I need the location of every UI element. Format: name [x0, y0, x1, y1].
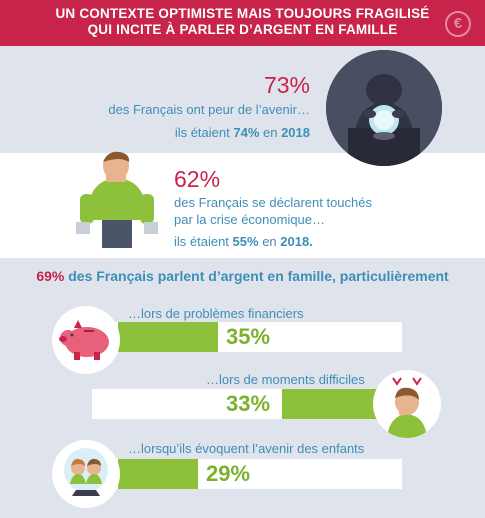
stat-crisis-line3-pre: ils étaient — [174, 234, 233, 249]
stat-fear-line2-pre: ils étaient — [174, 125, 234, 140]
stat-crisis-line3: ils étaient 55% en 2018. — [174, 233, 404, 250]
stat-crisis-line1: des Français se déclarent touchés — [174, 195, 372, 210]
worried-person-icon — [373, 370, 441, 438]
family-stat-heading: 69% des Français parlent d’argent en fam… — [0, 268, 485, 284]
stat-crisis-pct: 62% — [174, 166, 221, 192]
family-stat-pct: 69% — [36, 268, 65, 284]
children-crystal-ball-icon — [52, 440, 120, 508]
stat-fear-prev-pct: 74% — [233, 125, 260, 140]
piggy-bank-icon — [52, 306, 120, 374]
stat-crisis-year: 2018. — [280, 234, 313, 249]
header-banner: UN CONTEXTE OPTIMISTE MAIS TOUJOURS FRAG… — [0, 0, 485, 46]
bar-difficult-value: 33% — [226, 391, 271, 416]
bar-financial-label: …lors de problèmes financiers — [128, 306, 304, 321]
stat-crisis-prev-pct: 55% — [232, 234, 259, 249]
stat-crisis-line3-mid: en — [258, 234, 281, 249]
bar-financial-fill — [118, 322, 218, 352]
stat-fear-line2: ils étaient 74% en 2018 — [80, 124, 310, 141]
empty-pockets-person-icon — [68, 150, 168, 263]
family-stat-text: des Français parlent d’argent en famille… — [64, 268, 449, 284]
stat-fear-year: 2018 — [281, 125, 310, 140]
bar-children-track: 29% — [98, 459, 402, 489]
stat-fear-pct: 73% — [263, 72, 310, 98]
stat-fear: 73% des Français ont peur de l’avenir… i… — [80, 72, 310, 141]
bar-financial-track: 35% — [98, 322, 402, 352]
bar-children-fill — [118, 459, 198, 489]
stat-crisis-line2: par la crise économique… — [174, 212, 326, 227]
stat-fear-line1: des Français ont peur de l’avenir… — [108, 102, 310, 117]
euro-coin-icon: € — [445, 11, 471, 37]
bar-difficult-track: 33% — [92, 389, 400, 419]
bar-children-value: 29% — [206, 461, 251, 486]
stat-fear-line2-mid: en — [259, 125, 282, 140]
stat-crisis: 62% des Français se déclarent touchés pa… — [174, 166, 404, 250]
header-title-line1: UN CONTEXTE OPTIMISTE MAIS TOUJOURS FRAG… — [55, 6, 430, 21]
bar-children-label: …lorsqu’ils évoquent l’avenir des enfant… — [128, 441, 365, 456]
header-title: UN CONTEXTE OPTIMISTE MAIS TOUJOURS FRAG… — [0, 6, 485, 38]
bar-difficult-label: …lors de moments difficiles — [206, 372, 365, 387]
bar-financial-value: 35% — [226, 324, 271, 349]
header-title-line2: QUI INCITE À PARLER D’ARGENT EN FAMILLE — [87, 22, 398, 37]
fortune-teller-icon — [326, 50, 442, 166]
